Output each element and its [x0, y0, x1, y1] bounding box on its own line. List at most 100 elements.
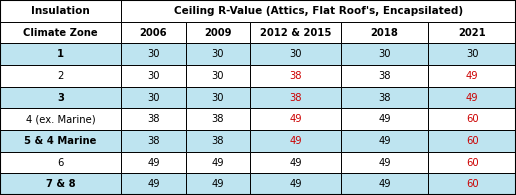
Bar	[341, 130, 428, 152]
Bar	[250, 22, 341, 43]
Bar	[428, 22, 516, 43]
Text: 38: 38	[378, 71, 391, 81]
Bar	[341, 43, 428, 65]
Bar	[186, 130, 250, 152]
Text: 49: 49	[378, 136, 391, 146]
Text: 6: 6	[57, 158, 64, 168]
Text: 49: 49	[466, 92, 478, 103]
Text: 49: 49	[378, 114, 391, 124]
Bar	[428, 87, 516, 108]
Bar	[186, 43, 250, 65]
Text: 2012 & 2015: 2012 & 2015	[260, 27, 331, 37]
Text: Climate Zone: Climate Zone	[23, 27, 98, 37]
Text: 30: 30	[147, 71, 160, 81]
Text: 60: 60	[466, 114, 478, 124]
Bar	[428, 152, 516, 173]
Text: 30: 30	[378, 49, 391, 59]
Text: 4 (ex. Marine): 4 (ex. Marine)	[26, 114, 95, 124]
Bar	[0, 65, 121, 87]
Bar	[0, 173, 121, 195]
Bar	[186, 87, 250, 108]
Text: 30: 30	[466, 49, 478, 59]
Bar	[341, 152, 428, 173]
Text: Ceiling R-Value (Attics, Flat Roof's, Encapsilated): Ceiling R-Value (Attics, Flat Roof's, En…	[174, 6, 463, 16]
Text: 30: 30	[147, 49, 160, 59]
Bar	[250, 65, 341, 87]
Bar	[121, 65, 186, 87]
Text: 49: 49	[289, 136, 302, 146]
Text: 30: 30	[212, 49, 224, 59]
Text: 49: 49	[212, 158, 224, 168]
Bar	[250, 43, 341, 65]
Bar	[121, 173, 186, 195]
Bar	[428, 108, 516, 130]
Text: 2009: 2009	[204, 27, 232, 37]
Bar	[341, 108, 428, 130]
Bar	[428, 43, 516, 65]
Bar	[121, 22, 186, 43]
Text: 38: 38	[212, 114, 224, 124]
Bar	[341, 65, 428, 87]
Bar	[121, 43, 186, 65]
Bar	[121, 152, 186, 173]
Text: 49: 49	[378, 179, 391, 189]
Bar	[0, 43, 121, 65]
Text: 2021: 2021	[458, 27, 486, 37]
Text: Insulation: Insulation	[31, 6, 90, 16]
Text: 30: 30	[212, 71, 224, 81]
Bar	[0, 152, 121, 173]
Bar	[0, 87, 121, 108]
Text: 49: 49	[289, 179, 302, 189]
Text: 38: 38	[378, 92, 391, 103]
Bar	[121, 0, 516, 22]
Text: 30: 30	[147, 92, 160, 103]
Text: 49: 49	[466, 71, 478, 81]
Bar	[0, 108, 121, 130]
Text: 2006: 2006	[140, 27, 167, 37]
Text: 49: 49	[378, 158, 391, 168]
Text: 30: 30	[212, 92, 224, 103]
Bar	[428, 130, 516, 152]
Bar	[186, 173, 250, 195]
Text: 60: 60	[466, 158, 478, 168]
Bar	[186, 108, 250, 130]
Bar	[0, 130, 121, 152]
Text: 38: 38	[289, 71, 302, 81]
Bar	[186, 152, 250, 173]
Bar	[250, 173, 341, 195]
Text: 49: 49	[289, 158, 302, 168]
Text: 1: 1	[57, 49, 64, 59]
Text: 38: 38	[289, 92, 302, 103]
Text: 7 & 8: 7 & 8	[46, 179, 75, 189]
Text: 49: 49	[289, 114, 302, 124]
Bar	[250, 87, 341, 108]
Text: 49: 49	[212, 179, 224, 189]
Bar	[341, 22, 428, 43]
Bar	[0, 22, 121, 43]
Bar	[250, 152, 341, 173]
Text: 30: 30	[289, 49, 302, 59]
Bar	[250, 108, 341, 130]
Bar	[250, 130, 341, 152]
Text: 49: 49	[147, 158, 160, 168]
Bar	[186, 65, 250, 87]
Bar	[341, 87, 428, 108]
Bar	[121, 87, 186, 108]
Bar	[428, 65, 516, 87]
Bar	[0, 0, 121, 22]
Bar	[121, 108, 186, 130]
Text: 38: 38	[147, 136, 160, 146]
Bar	[121, 130, 186, 152]
Text: 38: 38	[147, 114, 160, 124]
Text: 60: 60	[466, 179, 478, 189]
Bar	[428, 173, 516, 195]
Bar	[186, 22, 250, 43]
Text: 38: 38	[212, 136, 224, 146]
Text: 49: 49	[147, 179, 160, 189]
Text: 2: 2	[57, 71, 64, 81]
Text: 60: 60	[466, 136, 478, 146]
Text: 2018: 2018	[370, 27, 398, 37]
Bar	[341, 173, 428, 195]
Text: 5 & 4 Marine: 5 & 4 Marine	[24, 136, 97, 146]
Text: 3: 3	[57, 92, 64, 103]
